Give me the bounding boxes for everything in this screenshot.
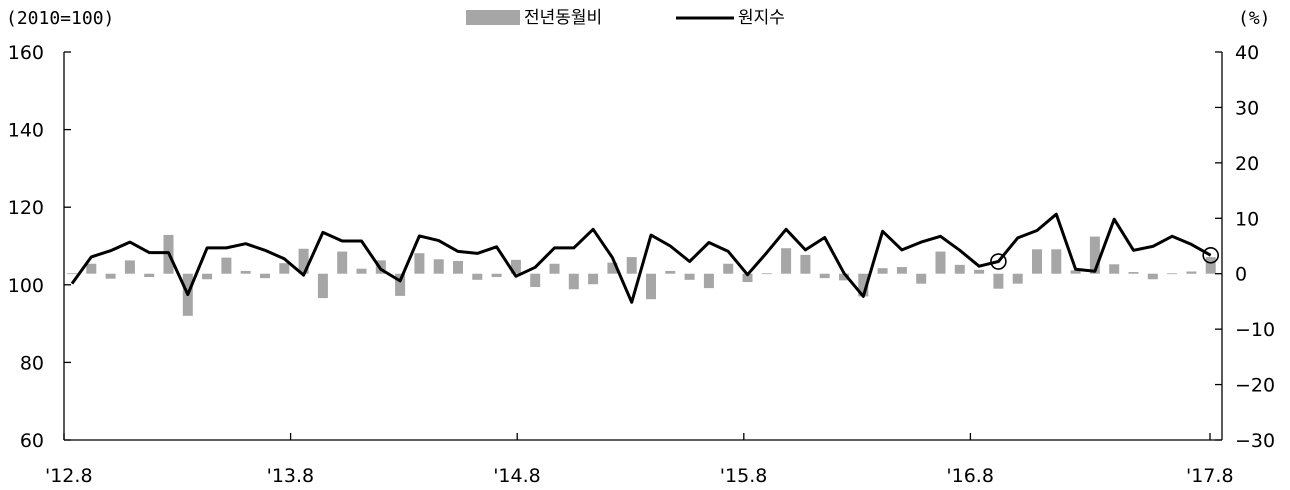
bar: [819, 273, 830, 279]
x-tick-label: '16.8: [946, 465, 994, 487]
bar: [530, 273, 541, 288]
bar: [240, 270, 251, 274]
bar: [568, 273, 579, 290]
x-tick-label: '17.8: [1186, 465, 1234, 487]
bar: [935, 251, 946, 274]
bar: [124, 260, 135, 274]
right-tick-label: −20: [1235, 375, 1275, 397]
bar: [1109, 264, 1120, 274]
bar: [1128, 272, 1139, 274]
bar: [279, 263, 290, 274]
bar: [317, 273, 328, 299]
bar: [588, 273, 599, 285]
bar: [337, 251, 348, 274]
bar: [839, 273, 849, 281]
bar: [433, 259, 444, 274]
legend-label-line: 원지수: [738, 8, 785, 28]
legend: 전년동월비 원지수: [466, 8, 785, 28]
right-tick-label: −10: [1235, 319, 1275, 341]
x-tick-label: '13.8: [267, 465, 315, 487]
bar: [684, 273, 695, 280]
line-series: [70, 212, 1219, 304]
bar: [67, 273, 77, 275]
bar: [723, 263, 734, 274]
bar: [1070, 270, 1081, 274]
left-tick-label: 120: [8, 197, 44, 219]
bar-series: [67, 234, 1216, 316]
bar: [800, 254, 811, 274]
bar: [510, 259, 521, 274]
bar: [298, 248, 309, 274]
bar: [472, 273, 483, 280]
bar: [626, 257, 637, 274]
bar: [646, 273, 656, 300]
bar: [896, 267, 907, 274]
tick-labels: 60 80 100 120 140 160 −30 −20 −10 0 10 20 30 40 '12.8 '…: [8, 42, 1275, 487]
left-tick-label: 60: [20, 430, 44, 452]
legend-swatch-bar: [466, 10, 520, 25]
left-tick-label: 160: [8, 42, 44, 64]
bar: [1032, 249, 1042, 274]
axes: [63, 51, 1223, 441]
x-tick-label: '14.8: [493, 465, 541, 487]
index-line: [70, 212, 1212, 304]
bar: [549, 263, 560, 274]
left-tick-label: 80: [20, 352, 44, 374]
legend-label-bar: 전년동월비: [524, 8, 602, 28]
bar: [781, 248, 792, 274]
bar: [858, 273, 869, 297]
bar: [761, 273, 772, 275]
bar: [105, 273, 116, 279]
bar: [877, 268, 888, 274]
bar: [703, 273, 714, 289]
bar: [974, 269, 985, 274]
bar: [1012, 273, 1023, 284]
right-tick-label: 20: [1235, 153, 1259, 175]
highlight-circle: [990, 253, 1007, 270]
right-axis-unit: (%): [1238, 8, 1271, 29]
bar: [395, 273, 406, 296]
bar: [1186, 271, 1197, 274]
right-tick-label: 10: [1235, 208, 1259, 230]
bar: [607, 262, 618, 274]
left-tick-label: 100: [8, 275, 44, 297]
right-tick-label: 0: [1235, 264, 1247, 286]
bar: [144, 273, 155, 278]
bar: [954, 264, 965, 274]
bar: [260, 273, 270, 279]
bar: [491, 273, 502, 278]
bar: [665, 270, 676, 274]
bar: [1205, 257, 1216, 274]
x-tick-label: '12.8: [45, 465, 93, 487]
bar: [202, 273, 213, 280]
bar: [1089, 236, 1100, 274]
bar: [742, 273, 753, 283]
right-tick-label: 30: [1235, 97, 1259, 119]
bar: [221, 257, 232, 274]
bar: [993, 273, 1004, 289]
bar: [1051, 249, 1062, 274]
bar: [453, 260, 463, 274]
right-tick-label: 40: [1235, 42, 1259, 64]
right-tick-label: −30: [1235, 430, 1275, 452]
bar: [1167, 273, 1178, 275]
x-tick-label: '15.8: [720, 465, 768, 487]
bar: [356, 268, 367, 274]
bar: [1147, 273, 1158, 280]
bar: [916, 273, 927, 284]
left-axis-unit: (2010=100): [6, 8, 114, 29]
left-tick-label: 140: [8, 120, 44, 142]
highlight-circle: [1202, 247, 1219, 264]
bar: [414, 253, 425, 274]
bar: [86, 263, 97, 274]
